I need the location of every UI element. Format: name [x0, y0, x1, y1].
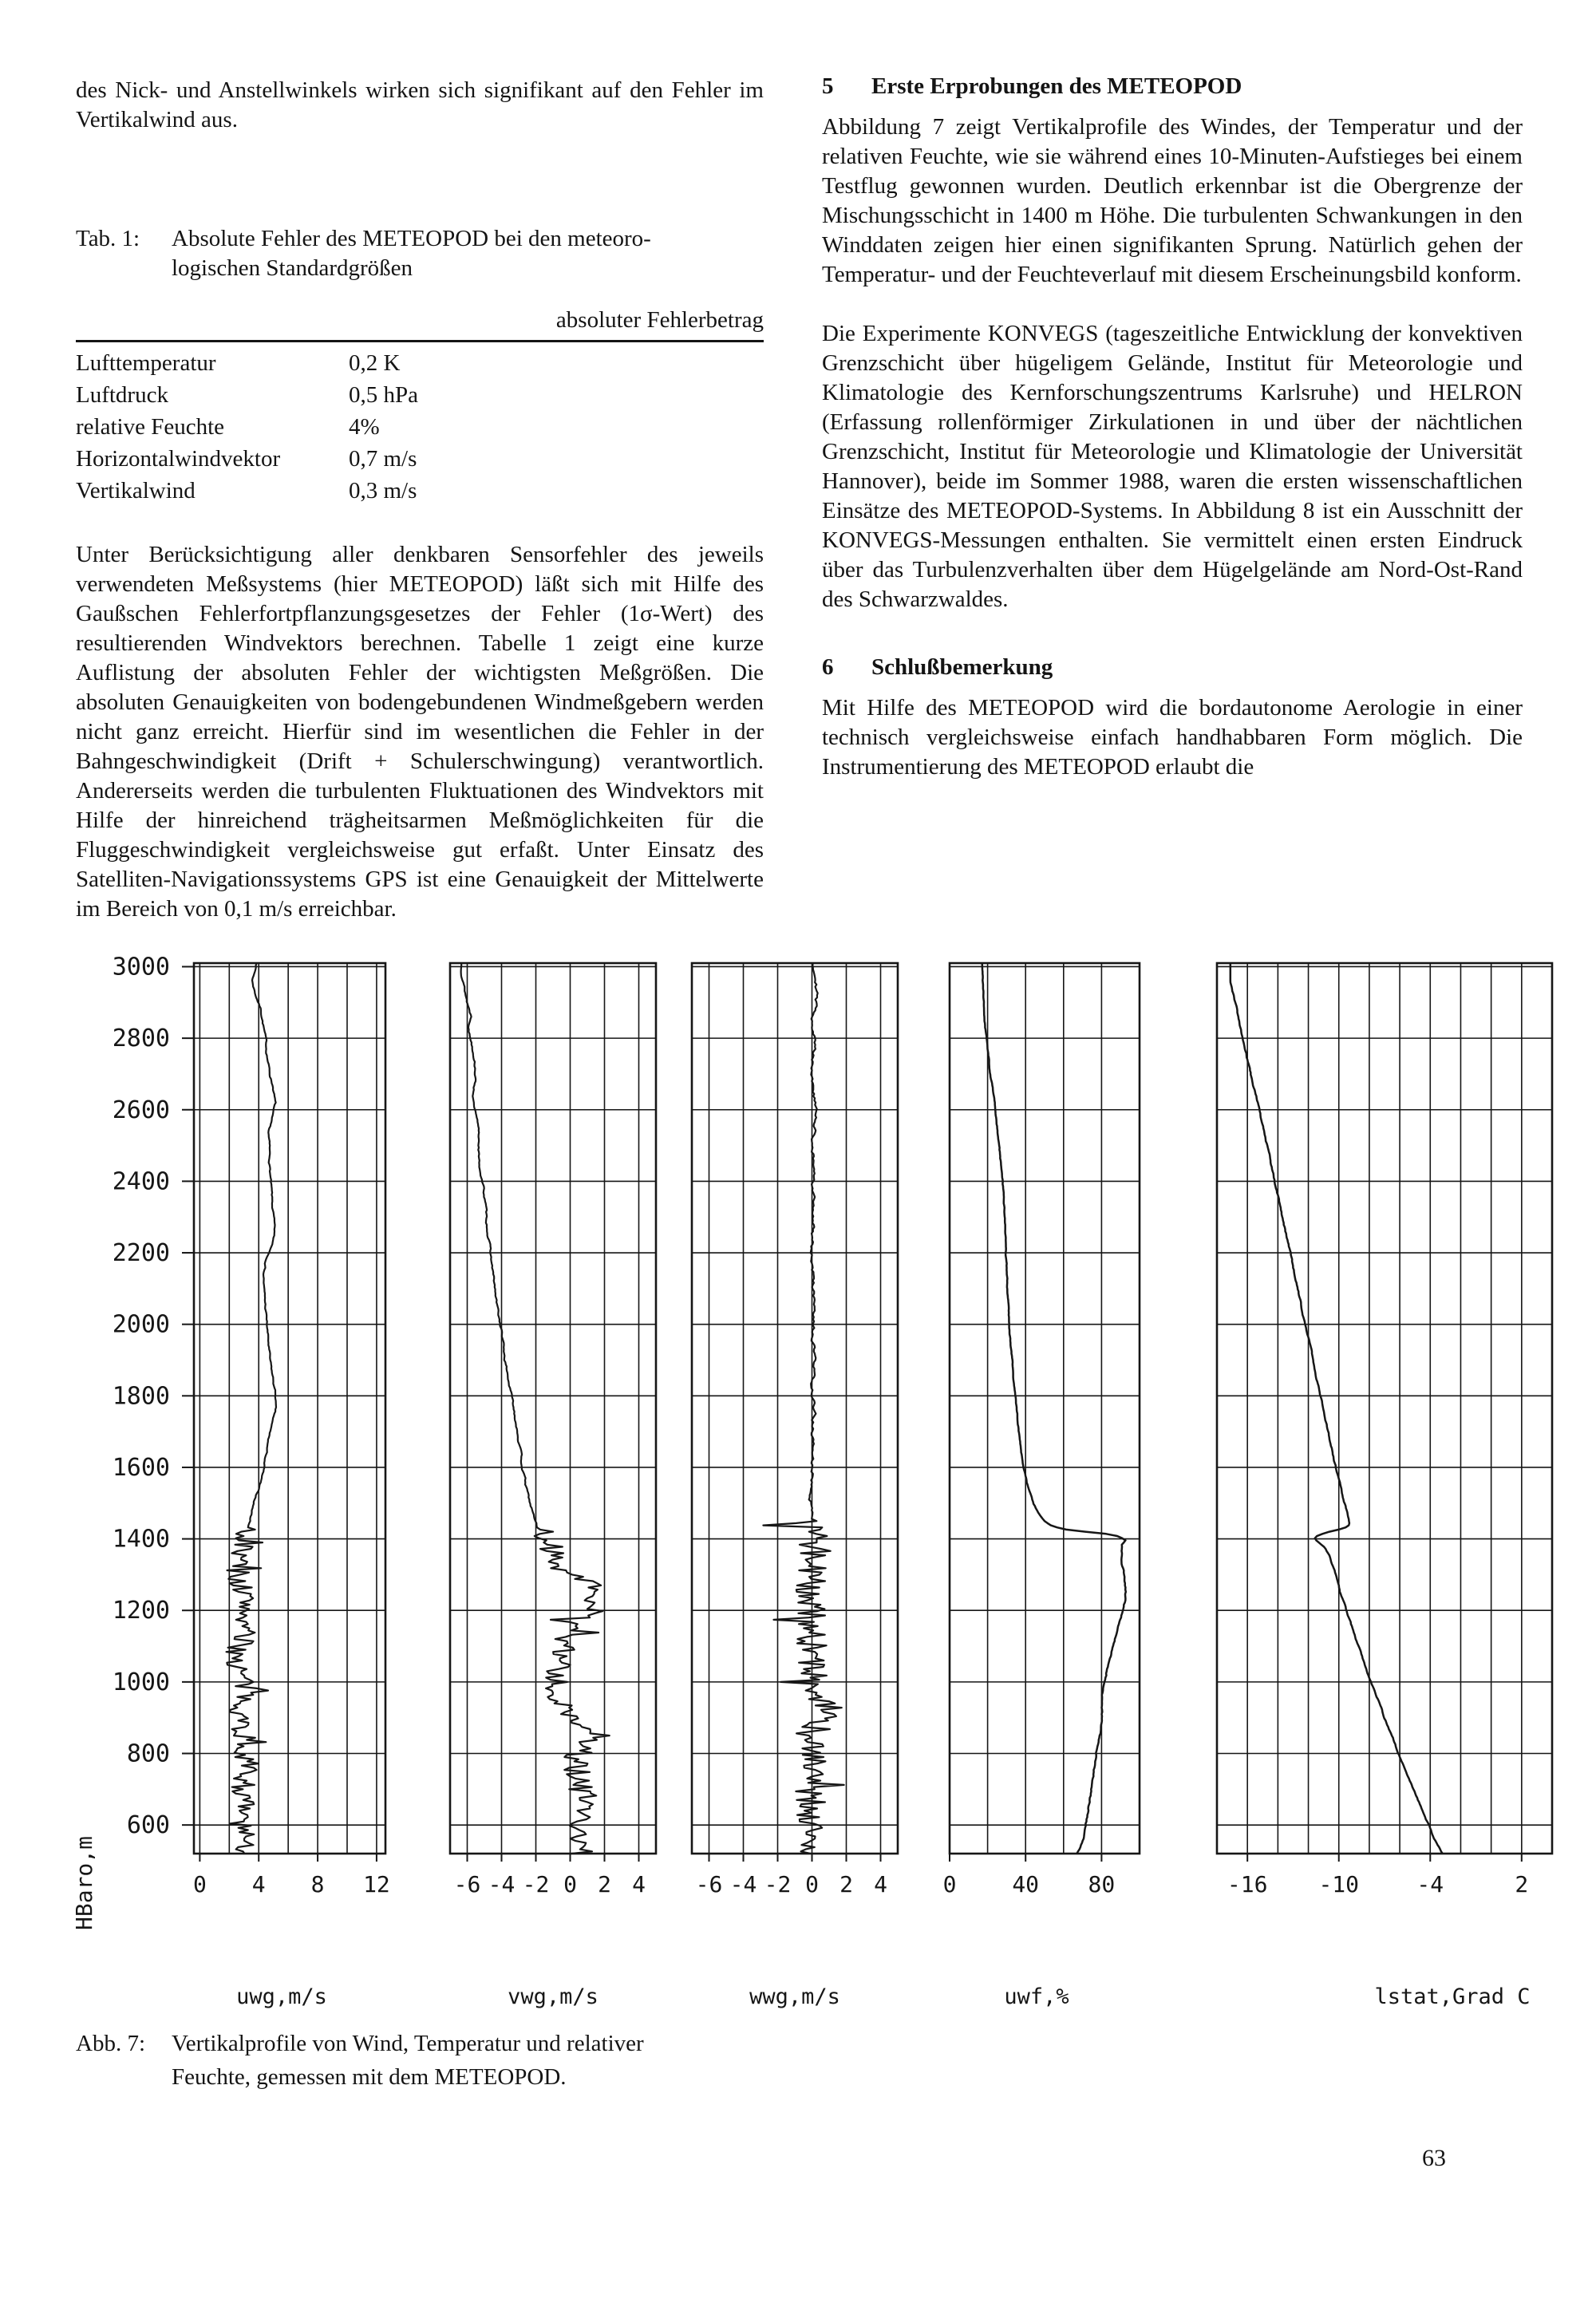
panel-border: [192, 962, 387, 1855]
x-tick-label: -16: [1227, 1871, 1268, 1897]
x-tick-label: -4: [730, 1871, 757, 1897]
y-tick-label: 600: [127, 1811, 170, 1839]
error-discussion-paragraph: Unter Berücksichtigung aller denkbaren S…: [76, 542, 764, 922]
page-number: 63: [1422, 2145, 1446, 2171]
section-5-heading: 5 Erste Erprobungen des METEOPOD: [822, 72, 1523, 101]
section-6-title: Schlußbemerkung: [871, 654, 1053, 680]
table-row: Vertikalwind 0,3 m/s: [76, 476, 764, 508]
panel-border: [1215, 962, 1554, 1855]
table-1-rule: [76, 340, 764, 342]
y-tick-label: 800: [127, 1740, 170, 1768]
x-tick-label: 12: [363, 1871, 390, 1897]
panel-border: [448, 962, 658, 1855]
y-tick-label: 2200: [113, 1239, 170, 1267]
x-tick-label: 8: [311, 1871, 325, 1897]
table-row-value: 0,7 m/s: [349, 446, 417, 472]
x-tick-label: -6: [454, 1871, 481, 1897]
x-tick-label: 0: [563, 1871, 577, 1897]
table-row-value: 0,3 m/s: [349, 478, 417, 503]
y-tick-label: 2400: [113, 1167, 170, 1195]
figure-abb7: 600 800 1000 1200 1400 1600 1800 2000 2200 2400 26…: [68, 953, 1568, 2150]
panel-uwf: 0 40 80 uwf,%: [943, 962, 1141, 2009]
x-tick-label: 4: [252, 1871, 266, 1897]
profile-trace-vwg: [460, 962, 610, 1855]
table-row-label: Horizontalwindvektor: [76, 446, 281, 472]
panel-border: [690, 962, 899, 1855]
table-row-value: 4%: [349, 414, 380, 440]
section-5-paragraph-2: Die Experimente KONVEGS (tageszeitliche …: [822, 321, 1523, 612]
table-row-label: relative Feuchte: [76, 414, 224, 440]
table-1-caption: Tab. 1: Absolute Fehler des METEOPOD bei…: [76, 224, 764, 283]
y-axis: 600 800 1000 1200 1400 1600 1800 2000 2200 2400 26…: [71, 953, 194, 1930]
profile-trace-wwg: [762, 962, 845, 1855]
x-tick-label: -4: [488, 1871, 516, 1897]
table-1: absoluter Fehlerbetrag Lufttemperatur 0,2…: [76, 306, 764, 508]
x-tick-label: 2: [839, 1871, 853, 1897]
panel-uwg: 0 4 8 12 uwg,m/s: [192, 962, 390, 2009]
figure-caption: Abb. 7: Vertikalprofile von Wind, Temper…: [76, 2027, 778, 2094]
right-column: 5 Erste Erprobungen des METEOPOD Abbildu…: [822, 72, 1523, 782]
section-5-number: 5: [822, 73, 834, 99]
panel-axis-label: vwg,m/s: [508, 1984, 598, 2009]
table-row: Lufttemperatur 0,2 K: [76, 349, 764, 381]
table-row-value: 0,2 K: [349, 350, 401, 376]
panel-lstat: -16 -10 -4 2 lstat,Grad C: [1215, 962, 1554, 2009]
profile-trace-lstat: [1229, 963, 1444, 1854]
table-row-value: 0,5 hPa: [349, 382, 418, 408]
section-6-number: 6: [822, 654, 834, 680]
table-1-header: absoluter Fehlerbetrag: [555, 307, 764, 333]
x-tick-label: -10: [1318, 1871, 1359, 1897]
table-row-label: Vertikalwind: [76, 478, 196, 503]
panel-vwg: -6 -4 -2 0 2 4 vwg,m/s: [448, 962, 658, 2009]
section-5-paragraph-1: Abbildung 7 zeigt Vertikalprofile des Wi…: [822, 114, 1523, 287]
table-1-body: Lufttemperatur 0,2 K Luftdruck 0,5 hPa relat…: [76, 349, 764, 508]
table-row-label: Lufttemperatur: [76, 350, 216, 376]
y-tick-label: 1800: [113, 1382, 170, 1410]
x-tick-label: 2: [1515, 1871, 1528, 1897]
panel-axis-label: uwg,m/s: [236, 1984, 327, 2009]
x-tick-label: -4: [1416, 1871, 1444, 1897]
panel-axis-label: lstat,Grad C: [1374, 1984, 1530, 2009]
intro-paragraph: des Nick- und Anstellwinkels wirken sich…: [76, 77, 764, 132]
panel-axis-label: uwf,%: [1004, 1984, 1069, 2009]
section-5-title: Erste Erprobungen des METEOPOD: [871, 73, 1242, 99]
x-tick-label: -6: [696, 1871, 723, 1897]
y-tick-label: 2800: [113, 1025, 170, 1052]
y-tick-label: 2000: [113, 1311, 170, 1339]
table-1-caption-label: Tab. 1:: [76, 226, 140, 251]
y-tick-label: 1200: [113, 1597, 170, 1625]
panel-axis-label: wwg,m/s: [749, 1984, 840, 2009]
x-tick-label: 4: [632, 1871, 646, 1897]
y-tick-label: 1000: [113, 1668, 170, 1696]
y-tick-label: 2600: [113, 1096, 170, 1124]
x-tick-label: -2: [523, 1871, 550, 1897]
x-tick-label: 0: [193, 1871, 207, 1897]
panel-wwg: -6 -4 -2 0 2 4 wwg,m/s: [690, 962, 899, 2009]
panel-border: [948, 962, 1141, 1855]
table-row-label: Luftdruck: [76, 382, 168, 408]
profile-trace-uwg: [225, 962, 278, 1854]
x-tick-label: 40: [1012, 1871, 1039, 1897]
table-row: Horizontalwindvektor 0,7 m/s: [76, 444, 764, 476]
x-tick-label: 2: [598, 1871, 611, 1897]
x-tick-label: 80: [1088, 1871, 1116, 1897]
x-tick-label: -2: [764, 1871, 792, 1897]
table-1-caption-text: Absolute Fehler des METEOPOD bei den met…: [172, 226, 651, 281]
table-row: Luftdruck 0,5 hPa: [76, 381, 764, 413]
figure-caption-text: Vertikalprofile von Wind, Temperatur und…: [172, 2031, 644, 2090]
x-tick-label: 0: [805, 1871, 819, 1897]
x-tick-label: 0: [943, 1871, 957, 1897]
section-6-heading: 6 Schlußbemerkung: [822, 653, 1523, 682]
section-6-paragraph: Mit Hilfe des METEOPOD wird die bordauto…: [822, 695, 1523, 780]
left-column: des Nick- und Anstellwinkels wirken sich…: [76, 76, 764, 924]
y-axis-label: HBaro,m: [71, 1836, 97, 1930]
x-tick-label: 4: [874, 1871, 887, 1897]
y-tick-label: 3000: [113, 954, 170, 981]
figure-caption-label: Abb. 7:: [76, 2031, 145, 2056]
vertical-profiles-chart: 6008001000120014001600180020002200240026…: [71, 953, 1554, 2009]
table-row: relative Feuchte 4%: [76, 413, 764, 444]
profile-trace-uwf: [981, 962, 1128, 1854]
y-tick-label: 1600: [113, 1454, 170, 1482]
y-tick-label: 1400: [113, 1526, 170, 1554]
